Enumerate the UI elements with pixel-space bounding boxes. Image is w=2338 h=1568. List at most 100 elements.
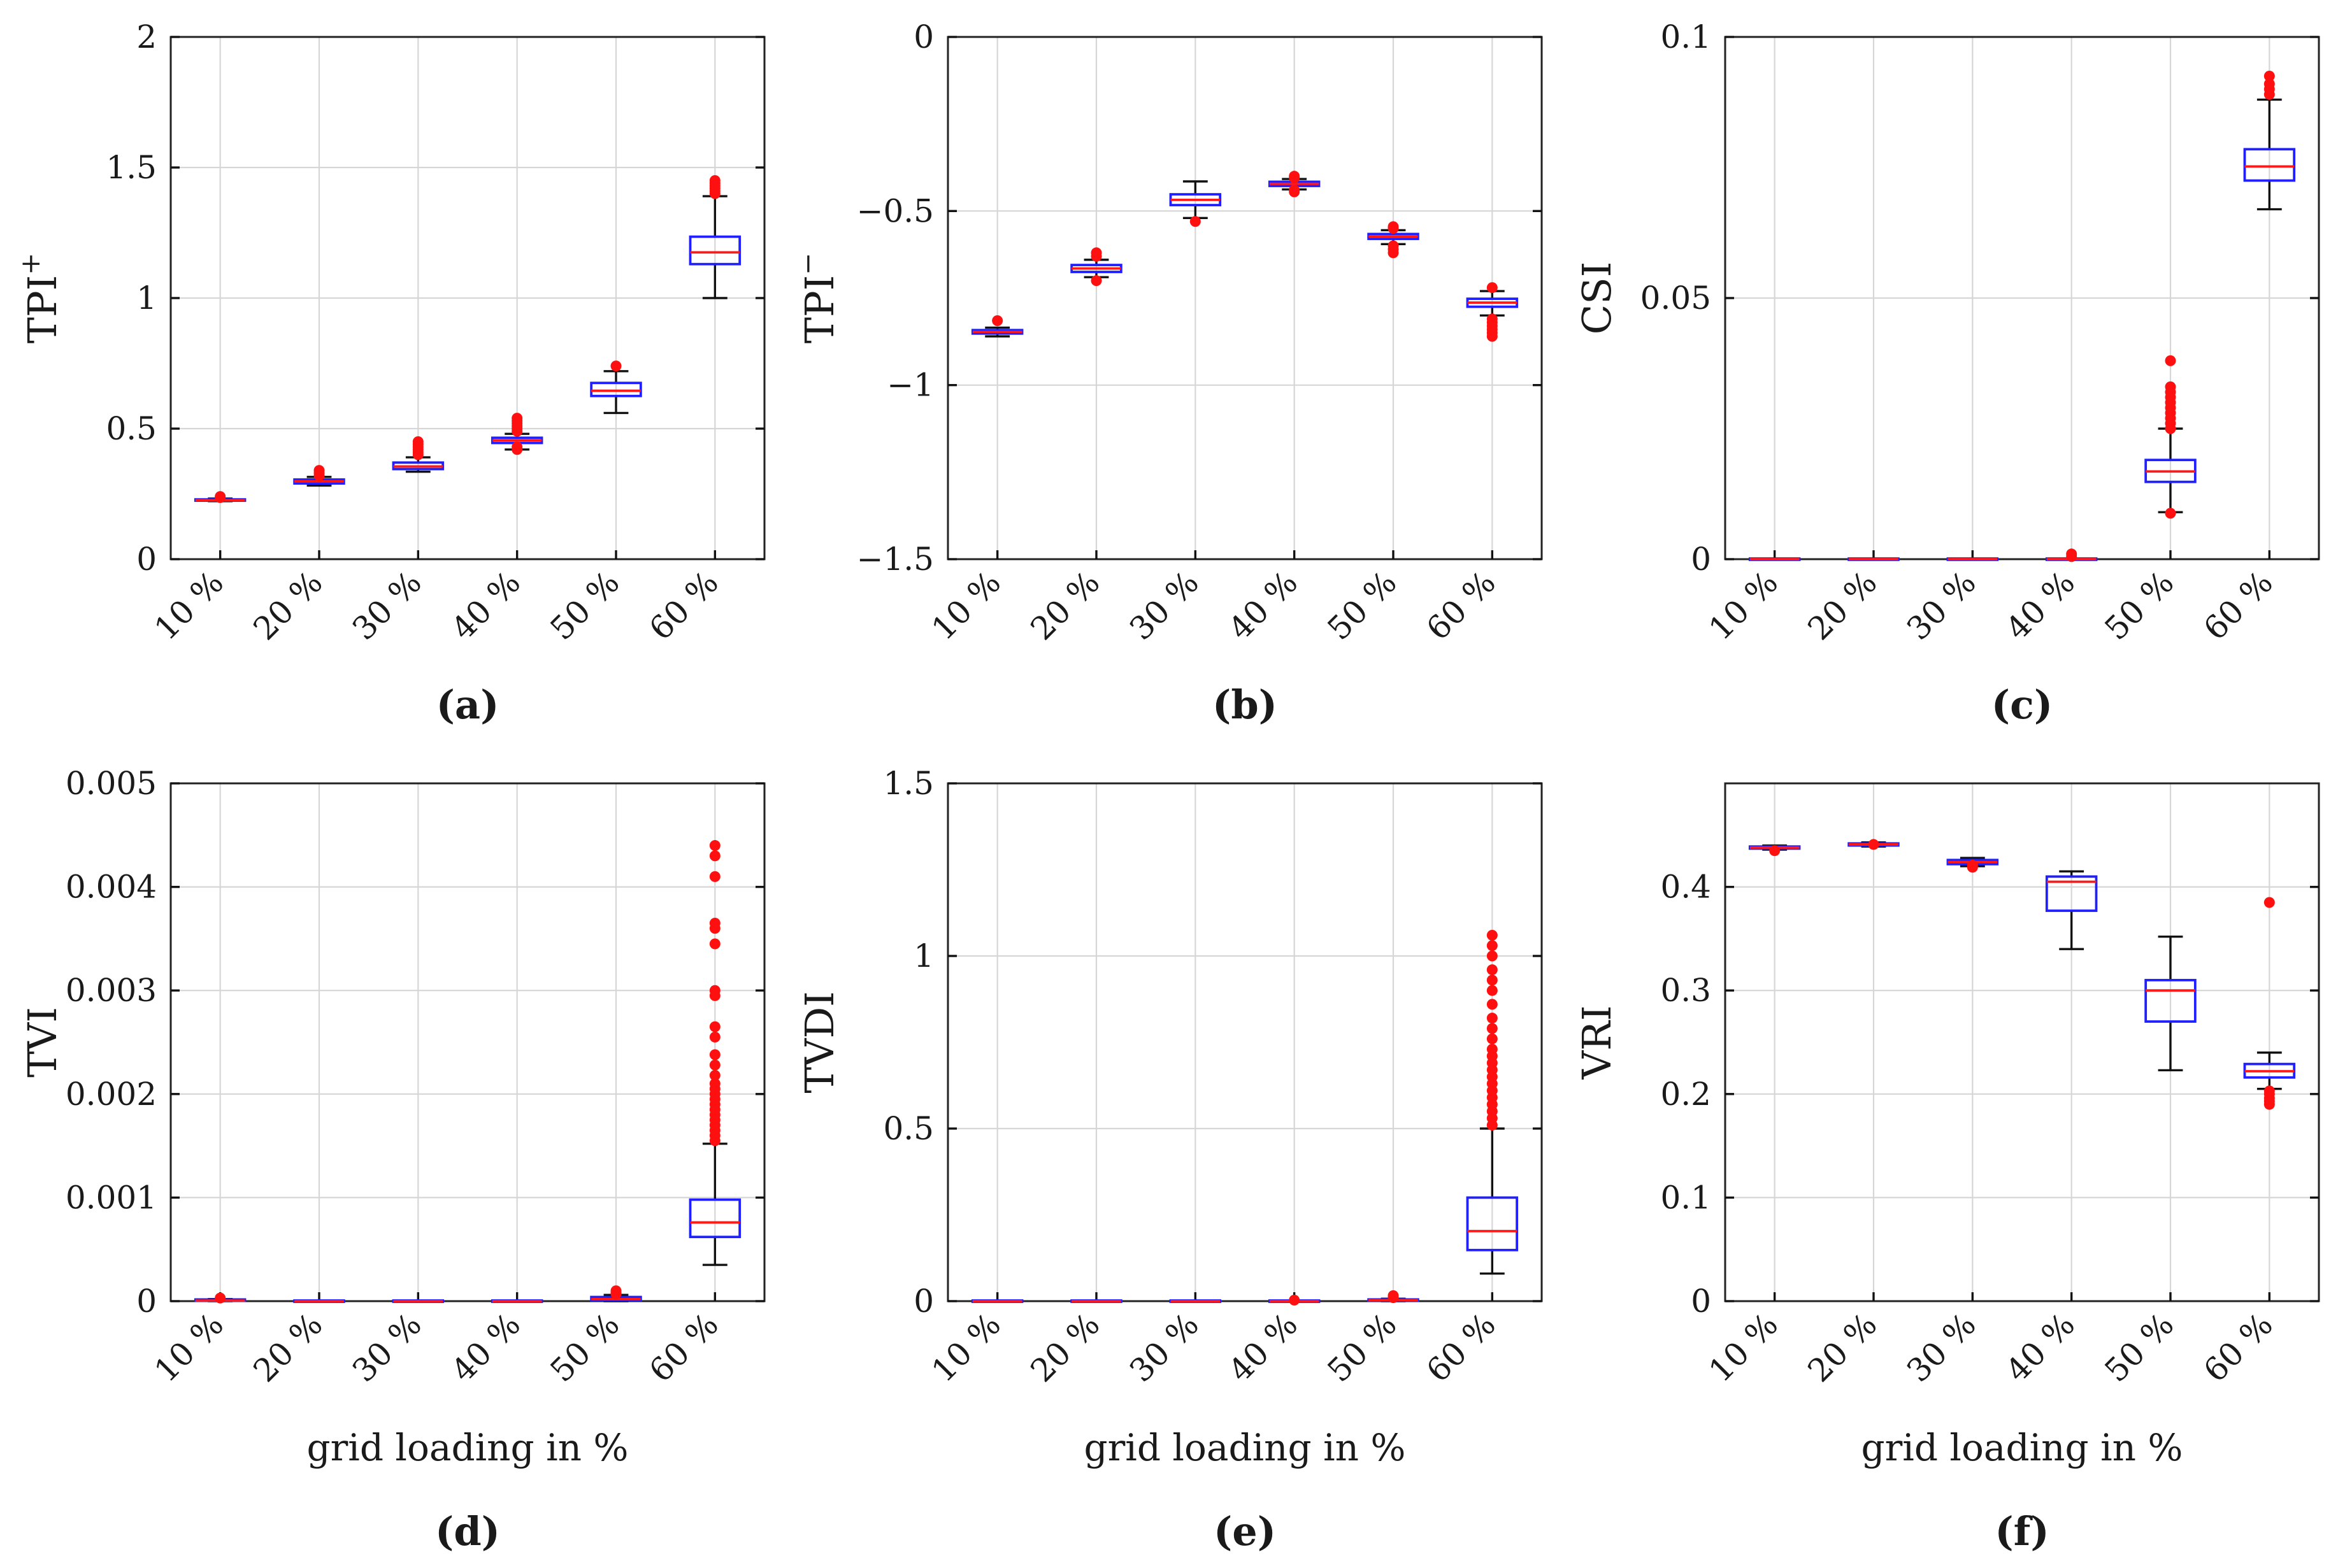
ytick-label-0: 0 [1691,1283,1711,1320]
xtick-label-4: 50 % [543,564,627,647]
outlier-4-0 [610,360,622,372]
x-axis-label: grid loading in % [1084,1426,1405,1469]
xtick-label-1: 20 % [247,1306,330,1389]
axes-frame [947,782,1543,1302]
outlier-0-1 [215,491,226,502]
xtick-label-3: 40 % [1998,564,2082,647]
ytick-label-3: 1.5 [106,149,157,186]
y-axis-label-main: TPI [796,275,843,344]
y-axis-label-main: TVI [19,1007,66,1078]
outlier-5-2 [2263,78,2275,90]
y-axis-label-main: VRI [1574,1006,1620,1080]
xtick-label-2: 30 % [1900,1306,1983,1389]
xtick-label-5: 60 % [1419,1306,1503,1389]
ytick-label-2: 1 [914,937,934,974]
outlier-2-1 [1967,859,1978,871]
outlier-5-23 [709,850,721,862]
xtick-label-0: 10 % [924,564,1008,647]
outlier-5-5 [709,175,721,186]
ytick-label-1: 0.05 [1640,280,1711,317]
outlier-5-12 [709,1070,721,1081]
xtick-label-5: 60 % [2197,564,2280,647]
panel-label: (c) [1991,681,2053,728]
y-axis-label-superscript: + [15,253,46,275]
ytick-label-2: −0.5 [857,192,934,229]
x-axis-label: grid loading in % [1861,1426,2183,1469]
ytick-label-2: 0.2 [1660,1076,1711,1113]
outlier-5-16 [709,1021,721,1032]
ytick-label-1: 0.001 [66,1179,157,1216]
xtick-label-1: 20 % [1024,1306,1107,1389]
outlier-4-10 [2165,355,2176,366]
xtick-label-3: 40 % [1221,564,1305,647]
outlier-5-0 [1486,282,1498,294]
outlier-4-4 [1388,247,1399,259]
xtick-label-3: 40 % [444,564,527,647]
outlier-5-20 [1486,940,1498,951]
panel-b: −1.5 −1 −0.5 0 10 % 20 % 30 % 40 % 50 % 60 % TPI− (… [792,18,1543,728]
y-axis-label-main: TPI [19,275,66,344]
xtick-label-3: 40 % [1221,1306,1305,1389]
panel-e: 0 0.5 1 1.5 10 % 20 % 30 % 40 % 50 % 60 % TVDI grid… [796,765,1543,1555]
xtick-label-3: 40 % [444,1306,527,1389]
box-5 [689,235,742,266]
ytick-label-5: 0.005 [66,765,157,802]
outlier-1-1 [1091,250,1102,262]
panel-label: (a) [436,681,499,728]
y-axis-label: VRI [1574,1006,1620,1080]
ytick-label-4: 0.4 [1660,869,1711,906]
xtick-label-2: 30 % [1900,564,1983,647]
ytick-label-0: 0 [914,1283,934,1320]
ytick-label-1: −1 [887,367,934,404]
xtick-label-4: 50 % [2098,564,2181,647]
xtick-label-2: 30 % [1122,1306,1206,1389]
ytick-label-3: 1.5 [883,765,934,802]
outlier-5-13 [1486,1023,1498,1034]
box-4 [2144,979,2197,1023]
outlier-0-0 [215,1292,226,1304]
xtick-label-5: 60 % [2197,1306,2280,1389]
y-axis-label-main: CSI [1574,262,1620,334]
outlier-3-0 [1289,1294,1300,1306]
outlier-1-2 [313,465,325,476]
y-axis-label: CSI [1574,262,1620,334]
box-5 [1466,1196,1519,1251]
ytick-label-3: 0.3 [1660,972,1711,1009]
outlier-3-1 [1289,172,1300,183]
xtick-label-4: 50 % [1321,564,1404,647]
xtick-label-0: 10 % [924,1306,1008,1389]
ytick-label-1: 0.5 [883,1110,934,1147]
ytick-label-4: 2 [136,18,157,55]
outlier-4-1 [1388,223,1399,234]
outlier-5-24 [709,840,721,852]
outlier-1-0 [1868,839,1879,850]
outlier-4-2 [610,1285,622,1297]
xtick-label-5: 60 % [642,564,726,647]
outlier-5-21 [709,918,721,929]
outlier-5-3 [2263,71,2275,82]
ytick-label-0: 0 [136,541,157,578]
outlier-4-9 [2165,381,2176,392]
ytick-label-4: 0.004 [66,869,157,906]
panel-f: 0 0.1 0.2 0.3 0.4 10 % 20 % 30 % 40 % 50 % 60 % VRI… [1574,782,2320,1555]
outlier-2-5 [412,436,424,447]
xtick-label-5: 60 % [1419,564,1503,647]
xtick-label-0: 10 % [147,1306,231,1389]
outlier-5-6 [1486,331,1498,342]
ytick-label-0: 0 [136,1283,157,1320]
xtick-label-0: 10 % [1702,1306,1785,1389]
ytick-label-2: 0.1 [1660,18,1711,55]
box-5 [689,1198,742,1239]
outlier-5-12 [1486,1033,1498,1044]
outlier-5-17 [1486,974,1498,986]
xtick-label-5: 60 % [642,1306,726,1389]
xtick-label-4: 50 % [543,1306,627,1389]
outlier-0-0 [992,315,1003,327]
outlier-5-14 [1486,1013,1498,1024]
outlier-5-18 [709,985,721,996]
xtick-label-0: 10 % [147,564,231,647]
xtick-label-2: 30 % [1122,564,1206,647]
xtick-label-4: 50 % [1321,1306,1404,1389]
xtick-label-1: 20 % [1801,564,1884,647]
y-axis-label: TVDI [796,991,843,1093]
